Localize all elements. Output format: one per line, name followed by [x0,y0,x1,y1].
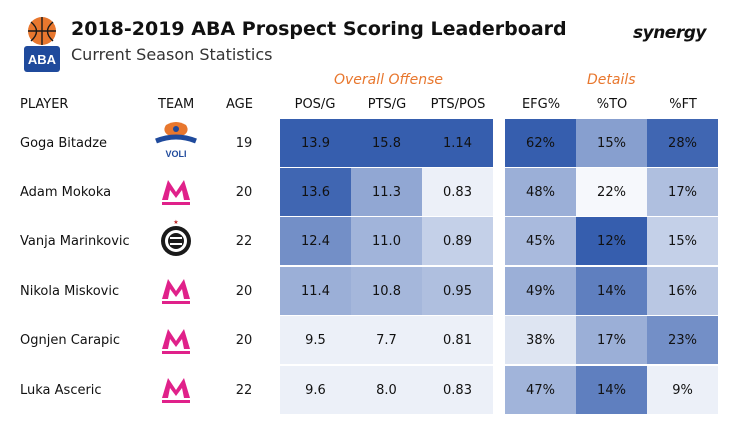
efg-cell: 47% [505,366,576,414]
header-to: %TO [596,97,628,112]
player-name: Ognjen Carapic [20,333,121,348]
mega-bemax-logo-icon [150,321,202,359]
mega-bemax-logo-icon [150,271,202,309]
ft-cell: 23% [647,316,718,364]
header-efg: EFG% [521,97,561,112]
header-pts-g: PTS/G [367,97,407,112]
efg-cell: 49% [505,267,576,315]
player-name: Goga Bitadze [20,136,108,151]
pos-g-cell: 12.4 [280,217,351,265]
header-age: AGE [226,97,253,112]
pos-g-cell: 13.6 [280,168,351,216]
pts-g-cell: 8.0 [351,366,422,414]
pts-g-cell: 15.8 [351,119,422,167]
efg-cell: 62% [505,119,576,167]
pts-pos-cell: 0.83 [422,366,493,414]
group-details: Details [587,72,636,88]
header-pts-pos: PTS/POS [430,97,486,112]
pos-g-cell: 11.4 [280,267,351,315]
pts-g-cell: 7.7 [351,316,422,364]
header-ft: %FT [669,97,697,112]
page-title: 2018-2019 ABA Prospect Scoring Leaderboa… [71,18,567,40]
player-age: 20 [235,185,253,200]
player-age: 20 [235,333,253,348]
aba-league-logo: ABA [23,15,61,73]
player-name: Nikola Miskovic [20,284,120,299]
header-player: PLAYER [20,97,69,112]
player-age: 20 [235,284,253,299]
to-cell: 14% [576,366,647,414]
mega-bemax-logo-icon [150,172,202,210]
efg-cell: 48% [505,168,576,216]
pts-pos-cell: 1.14 [422,119,493,167]
page-subtitle: Current Season Statistics [71,45,273,64]
ft-cell: 9% [647,366,718,414]
pts-g-cell: 10.8 [351,267,422,315]
to-cell: 12% [576,217,647,265]
player-name: Luka Asceric [20,383,102,398]
header-pos-g: POS/G [294,97,336,112]
pos-g-cell: 9.5 [280,316,351,364]
ft-cell: 15% [647,217,718,265]
to-cell: 17% [576,316,647,364]
to-cell: 15% [576,119,647,167]
efg-cell: 38% [505,316,576,364]
pts-pos-cell: 0.81 [422,316,493,364]
pts-pos-cell: 0.89 [422,217,493,265]
ft-cell: 16% [647,267,718,315]
efg-cell: 45% [505,217,576,265]
player-age: 19 [235,136,253,151]
pts-g-cell: 11.0 [351,217,422,265]
header-team: TEAM [158,97,195,112]
svg-text:★: ★ [173,219,178,226]
partizan-logo-icon: ★ [150,218,202,256]
team-text: VOLI [165,149,186,159]
buducnost-voli-logo-icon: VOLI [150,121,202,159]
ft-cell: 28% [647,119,718,167]
player-age: 22 [235,234,253,249]
pts-pos-cell: 0.95 [422,267,493,315]
player-name: Vanja Marinkovic [20,234,130,249]
pts-g-cell: 11.3 [351,168,422,216]
pos-g-cell: 13.9 [280,119,351,167]
player-age: 22 [235,383,253,398]
synergy-brand-logo: synergy [633,23,706,43]
to-cell: 22% [576,168,647,216]
mega-bemax-logo-icon [150,370,202,408]
group-overall-offense: Overall Offense [334,72,443,88]
pos-g-cell: 9.6 [280,366,351,414]
aba-logo-text: ABA [28,52,57,67]
ft-cell: 17% [647,168,718,216]
to-cell: 14% [576,267,647,315]
pts-pos-cell: 0.83 [422,168,493,216]
player-name: Adam Mokoka [20,185,112,200]
